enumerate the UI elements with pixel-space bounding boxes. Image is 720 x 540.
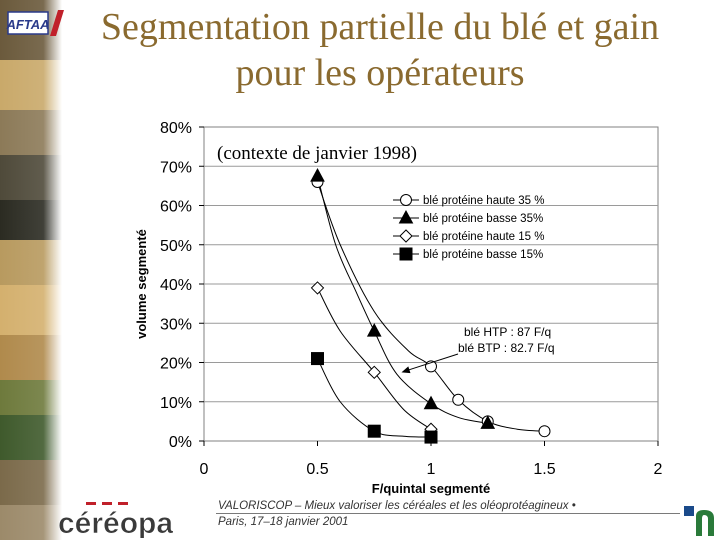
y-tick-label: 10%: [160, 395, 192, 412]
y-tick-label: 0%: [169, 434, 192, 451]
partner-logo: [684, 506, 714, 536]
legend-marker: [400, 194, 412, 206]
footer-divider: [216, 513, 680, 514]
data-point-series-0: [538, 425, 551, 438]
data-point-series-1: [310, 168, 325, 182]
x-tick-label: 0: [200, 461, 209, 478]
y-tick-label: 40%: [160, 277, 192, 294]
legend-label: blé protéine basse 35%: [423, 213, 543, 225]
chart-subtitle: (contexte de janvier 1998): [217, 143, 417, 164]
footer-conference-date: Paris, 17–18 janvier 2001: [218, 516, 349, 528]
x-tick-label: 1: [427, 461, 436, 478]
data-point-series-2: [367, 365, 381, 380]
y-tick-label: 50%: [160, 238, 192, 255]
slide-title: Segmentation partielle du blé et gain po…: [40, 4, 720, 96]
legend-label: blé protéine haute 35 %: [423, 195, 544, 207]
data-point-series-1: [480, 415, 496, 429]
x-axis-label: F/quintal segmenté: [372, 481, 490, 496]
data-point-series-1: [423, 395, 439, 410]
footer-conference-title: VALORISCOP – Mieux valoriser les céréale…: [218, 500, 576, 512]
legend-label: blé protéine basse 15%: [423, 249, 543, 261]
annotation-htp: blé HTP : 87 F/q: [464, 325, 551, 339]
chart-legend: blé protéine haute 35 % blé protéine bass…: [393, 194, 544, 261]
data-point-series-3: [424, 430, 438, 444]
grain-photo-strip: [0, 0, 62, 540]
x-tick-label: 2: [654, 461, 663, 478]
aftaa-logo: AFTAA: [6, 10, 64, 36]
series-line-1: [317, 175, 488, 424]
annotation-btp: blé BTP : 82.7 F/q: [458, 341, 555, 355]
y-tick-label: 20%: [160, 356, 192, 373]
annotation-arrow-line: [407, 353, 459, 371]
cereopa-logo: céréopa: [58, 502, 174, 538]
y-tick-label: 80%: [160, 120, 192, 137]
data-point-series-0: [452, 393, 465, 406]
aftaa-logo-text: AFTAA: [6, 17, 50, 32]
slide-title-line2: pour les opérateurs: [235, 52, 525, 94]
legend-marker: [399, 247, 413, 261]
x-tick-label: 1.5: [533, 461, 555, 478]
data-point-series-3: [367, 424, 381, 438]
x-tick-label: 0.5: [306, 461, 328, 478]
data-point-series-2: [310, 281, 325, 295]
data-point-series-3: [311, 352, 324, 366]
y-tick-label: 70%: [160, 159, 192, 176]
legend-marker: [399, 229, 413, 243]
data-point-series-1: [366, 323, 382, 337]
annotation-arrow-head: [401, 366, 411, 374]
legend-marker: [398, 209, 414, 224]
y-tick-label: 30%: [160, 316, 192, 333]
cereopa-logo-text: céréopa: [58, 507, 173, 538]
y-axis-label: volume segmenté: [134, 229, 149, 339]
y-tick-label: 60%: [160, 199, 192, 216]
slide-title-line1: Segmentation partielle du blé et gain: [100, 6, 660, 48]
legend-label: blé protéine haute 15 %: [423, 231, 544, 243]
